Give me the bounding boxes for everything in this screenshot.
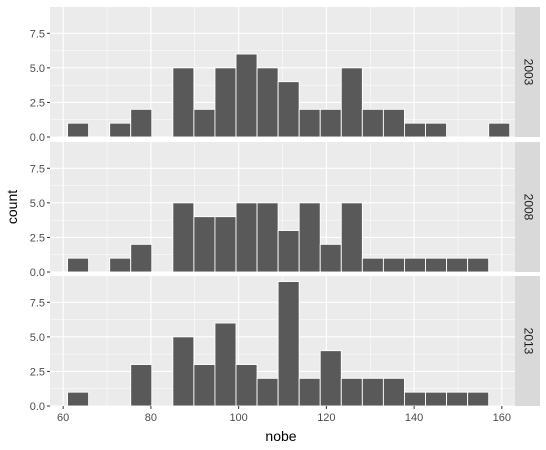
histogram-bar — [67, 122, 90, 138]
y-tick-label: 7.5 — [30, 297, 45, 309]
x-tick-label: 160 — [493, 412, 511, 424]
histogram-bar — [130, 108, 153, 138]
facet-strip-label: 2003 — [521, 59, 535, 86]
histogram-bar — [256, 202, 279, 273]
histogram-bar — [404, 122, 426, 138]
histogram-bar — [382, 108, 405, 138]
histogram-bar — [172, 202, 195, 273]
histogram-bar — [467, 391, 490, 407]
y-tick-label: 5.0 — [30, 332, 45, 344]
histogram-bar — [361, 257, 384, 273]
facet-panel-2008: 0.0 2.5 5.0 7.5 2008 — [30, 142, 540, 279]
facet-panel-2013: 0.0 2.5 5.0 7.5 2013 — [30, 276, 540, 413]
facet-strip-label: 2013 — [521, 328, 535, 355]
x-tick-label: 80 — [145, 412, 157, 424]
histogram-bar — [446, 391, 469, 407]
histogram-bar — [214, 216, 237, 273]
histogram-bar — [404, 257, 426, 273]
histogram-bar — [319, 243, 342, 273]
facet-strip — [515, 142, 540, 272]
facet-strip — [515, 276, 540, 406]
y-tick-label: 0.0 — [30, 267, 45, 279]
histogram-bar — [277, 81, 300, 138]
histogram-bar — [298, 377, 321, 407]
histogram-bar — [425, 391, 448, 407]
y-tick-label: 5.0 — [30, 198, 45, 210]
histogram-bar — [298, 108, 321, 138]
histogram-bar — [340, 202, 363, 273]
facet-strip-label: 2008 — [521, 194, 535, 221]
y-axis-title: count — [4, 190, 20, 224]
histogram-bar — [277, 281, 300, 407]
histogram-bar — [298, 202, 321, 273]
histogram-bar — [488, 122, 511, 138]
histogram-bar — [425, 257, 448, 273]
facet-strip — [515, 7, 540, 137]
y-tick-label: 7.5 — [30, 28, 45, 40]
y-tick-label: 7.5 — [30, 163, 45, 175]
histogram-bar — [361, 108, 384, 138]
histogram-bar — [193, 108, 216, 138]
histogram-bar — [67, 391, 90, 407]
histogram-bar — [109, 122, 132, 138]
histogram-bar — [277, 230, 300, 273]
histogram-bar — [319, 108, 342, 138]
y-tick-label: 0.0 — [30, 401, 45, 413]
y-tick-label: 2.5 — [30, 97, 45, 109]
histogram-bar — [425, 122, 448, 138]
histogram-bar — [235, 202, 258, 273]
y-tick-label: 0.0 — [30, 132, 45, 144]
histogram-bar — [235, 53, 258, 138]
histogram-bar — [130, 243, 153, 273]
x-axis: 60 80 100 120 140 160 — [57, 406, 511, 424]
facet-panel-2003: 0.0 2.5 5.0 7.5 2003 — [30, 7, 540, 144]
histogram-bar — [256, 67, 279, 138]
histogram-bar — [404, 391, 426, 407]
histogram-bar — [382, 377, 405, 407]
y-tick-label: 2.5 — [30, 232, 45, 244]
histogram-bar — [130, 364, 153, 407]
histogram-bar — [340, 67, 363, 138]
histogram-bar — [467, 257, 490, 273]
y-tick-label: 2.5 — [30, 366, 45, 378]
y-tick-label: 5.0 — [30, 63, 45, 75]
histogram-bar — [172, 336, 195, 407]
histogram-bar — [446, 257, 469, 273]
histogram-bar — [361, 377, 384, 407]
x-tick-label: 120 — [317, 412, 335, 424]
histogram-bar — [214, 67, 237, 138]
x-tick-label: 100 — [229, 412, 247, 424]
facet-panels: 0.0 2.5 5.0 7.5 2003 0.0 2.5 5.0 7.5 2008 0.0 2.5 5.… — [30, 7, 540, 413]
x-tick-label: 140 — [405, 412, 423, 424]
histogram-bar — [214, 322, 237, 407]
histogram-bar — [340, 377, 363, 407]
histogram-bar — [193, 216, 216, 273]
histogram-bar — [109, 257, 132, 273]
histogram-bar — [67, 257, 90, 273]
histogram-bar — [235, 364, 258, 407]
histogram-bar — [256, 377, 279, 407]
histogram-bar — [193, 364, 216, 407]
histogram-bar — [319, 350, 342, 407]
histogram-bar — [382, 257, 405, 273]
histogram-bar — [172, 67, 195, 138]
x-tick-label: 60 — [57, 412, 69, 424]
x-axis-title: nobe — [265, 428, 296, 444]
